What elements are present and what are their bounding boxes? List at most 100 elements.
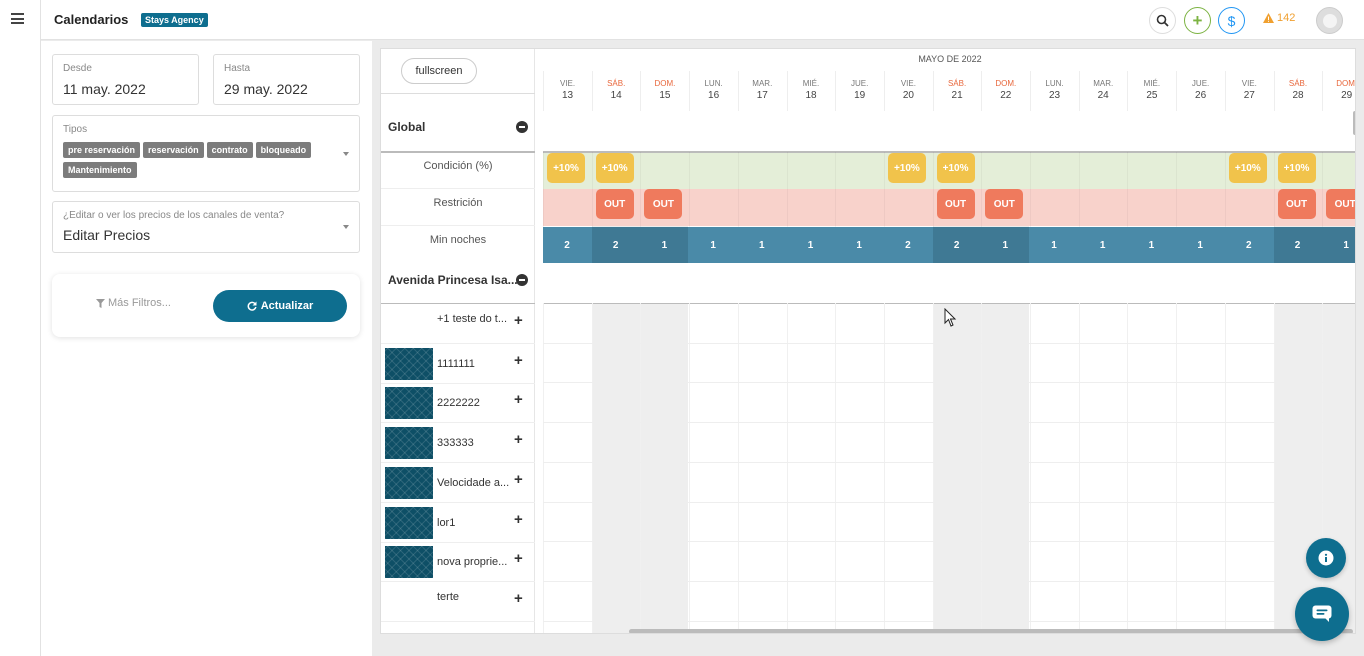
property-unit-row[interactable]: 1111111 + [381, 344, 535, 384]
chat-button[interactable] [1295, 587, 1349, 641]
min-nights-cell[interactable]: 1 [1197, 239, 1203, 251]
condition-badge[interactable]: +10% [936, 153, 975, 183]
add-reservation-icon[interactable]: + [514, 351, 523, 369]
min-nights-cell[interactable]: 1 [807, 239, 814, 251]
condition-badge[interactable]: +10% [887, 153, 926, 183]
property-unit-row[interactable]: 333333 + [381, 423, 535, 464]
restriction-out-badge[interactable]: OUT [1277, 189, 1316, 219]
add-reservation-icon[interactable]: + [514, 470, 523, 488]
column-divider [786, 152, 788, 227]
day-number: 14 [610, 90, 622, 101]
restriction-out-badge[interactable]: OUT [985, 189, 1024, 219]
day-number: 26 [1195, 90, 1207, 101]
property-unit-row[interactable]: terte + [381, 582, 535, 622]
condition-badge[interactable]: +10% [1277, 153, 1316, 183]
min-nights-cell[interactable]: 2 [905, 239, 911, 251]
type-chip[interactable]: pre reservación [63, 142, 141, 158]
day-of-week: MAR. [1093, 79, 1114, 88]
collapse-group-icon[interactable] [516, 274, 528, 286]
property-unit-row[interactable]: nova proprie... + [381, 542, 535, 583]
add-reservation-icon[interactable]: + [514, 550, 523, 568]
column-divider [1078, 152, 1080, 227]
day-of-week: DOM. [995, 79, 1017, 88]
alerts-button[interactable]: 142 [1263, 12, 1295, 24]
vertical-scrollbar[interactable] [1353, 111, 1355, 135]
update-button[interactable]: Actualizar [213, 290, 347, 322]
hamburger-menu-icon[interactable] [11, 13, 24, 24]
condition-badge[interactable]: +10% [1228, 153, 1267, 183]
add-button[interactable]: + [1184, 7, 1211, 34]
min-nights-cell[interactable]: 2 [1246, 239, 1252, 251]
prices-button[interactable]: $ [1218, 7, 1245, 34]
collapse-global-icon[interactable] [516, 121, 528, 133]
day-of-week: LUN. [1045, 79, 1064, 88]
add-reservation-icon[interactable]: + [514, 589, 523, 607]
type-chip[interactable]: contrato [206, 142, 253, 158]
add-reservation-icon[interactable]: + [514, 431, 523, 449]
min-nights-cell[interactable]: 1 [640, 227, 689, 263]
row-divider [543, 541, 1355, 543]
min-nights-cell[interactable]: 1 [1322, 227, 1355, 263]
day-header: SÁB. 28 [1273, 71, 1322, 111]
restriction-out-badge[interactable]: OUT [1326, 189, 1355, 219]
column-divider [883, 303, 885, 633]
condition-badge[interactable]: +10% [595, 153, 634, 183]
day-number: 29 [1341, 90, 1353, 101]
date-from-field[interactable]: Desde 11 may. 2022 [52, 54, 199, 105]
date-to-label: Hasta [224, 63, 251, 74]
search-button[interactable] [1149, 7, 1176, 34]
min-nights-cell[interactable]: 1 [710, 239, 716, 251]
day-number: 24 [1097, 90, 1109, 101]
prices-select[interactable]: ¿Editar o ver los precios de los canales… [52, 201, 360, 253]
min-nights-cell[interactable]: 1 [856, 239, 862, 251]
property-unit-name: lor1 [437, 516, 456, 529]
filter-actions: Más Filtros... Actualizar [52, 274, 360, 337]
min-nights-cell[interactable]: 1 [1051, 239, 1057, 251]
types-select[interactable]: Tipos pre reservación reservación contra… [52, 115, 360, 192]
fullscreen-button[interactable]: fullscreen [401, 58, 477, 84]
property-unit-name: +1 teste do t... [437, 313, 508, 325]
type-chip[interactable]: bloqueado [255, 142, 312, 158]
plus-icon: + [1192, 10, 1203, 30]
update-label: Actualizar [260, 300, 314, 312]
min-nights-cell[interactable]: 1 [1148, 239, 1155, 251]
chevron-down-icon[interactable] [343, 225, 349, 229]
restriction-out-badge[interactable]: OUT [644, 189, 683, 219]
type-chip[interactable]: reservación [143, 142, 204, 158]
condition-badge[interactable]: +10% [547, 153, 585, 183]
add-reservation-icon[interactable]: + [514, 391, 523, 409]
restriction-out-badge[interactable]: OUT [595, 189, 634, 219]
property-unit-row[interactable]: Velocidade a... + [381, 463, 535, 503]
restriction-out-badge[interactable]: OUT [936, 189, 975, 219]
column-divider [1224, 152, 1226, 227]
horizontal-scrollbar[interactable] [629, 629, 1353, 633]
day-number: 27 [1243, 90, 1255, 101]
info-icon [1318, 550, 1334, 566]
min-nights-cell[interactable]: 2 [591, 227, 640, 263]
mouse-cursor-icon [944, 308, 957, 327]
column-divider [689, 152, 691, 227]
global-header-band [543, 111, 1355, 151]
min-nights-cell[interactable]: 2 [564, 239, 570, 251]
min-nights-cell[interactable]: 1 [759, 239, 765, 251]
min-nights-cell[interactable]: 2 [932, 227, 981, 263]
day-of-week: LUN. [704, 79, 723, 88]
property-unit-row[interactable]: 2222222 + [381, 383, 535, 424]
property-unit-name: terte [437, 590, 460, 603]
property-unit-row[interactable]: lor1 + [381, 503, 535, 543]
day-number: 23 [1048, 90, 1061, 101]
chevron-down-icon[interactable] [343, 152, 349, 156]
date-to-field[interactable]: Hasta 29 may. 2022 [213, 54, 360, 105]
info-button[interactable] [1306, 538, 1346, 578]
avatar[interactable] [1316, 7, 1343, 34]
property-unit-row[interactable]: +1 teste do t... + [381, 304, 535, 344]
min-nights-cell[interactable]: 2 [1273, 227, 1322, 263]
min-nights-cell[interactable]: 1 [1099, 239, 1106, 251]
add-reservation-icon[interactable]: + [514, 312, 523, 329]
min-nights-cell[interactable]: 1 [981, 227, 1030, 263]
more-filters-button[interactable]: Más Filtros... [96, 297, 171, 309]
day-of-week: SÁB. [607, 79, 626, 88]
type-chip[interactable]: Mantenimiento [63, 162, 137, 178]
add-reservation-icon[interactable]: + [514, 510, 523, 528]
column-divider [737, 303, 739, 633]
